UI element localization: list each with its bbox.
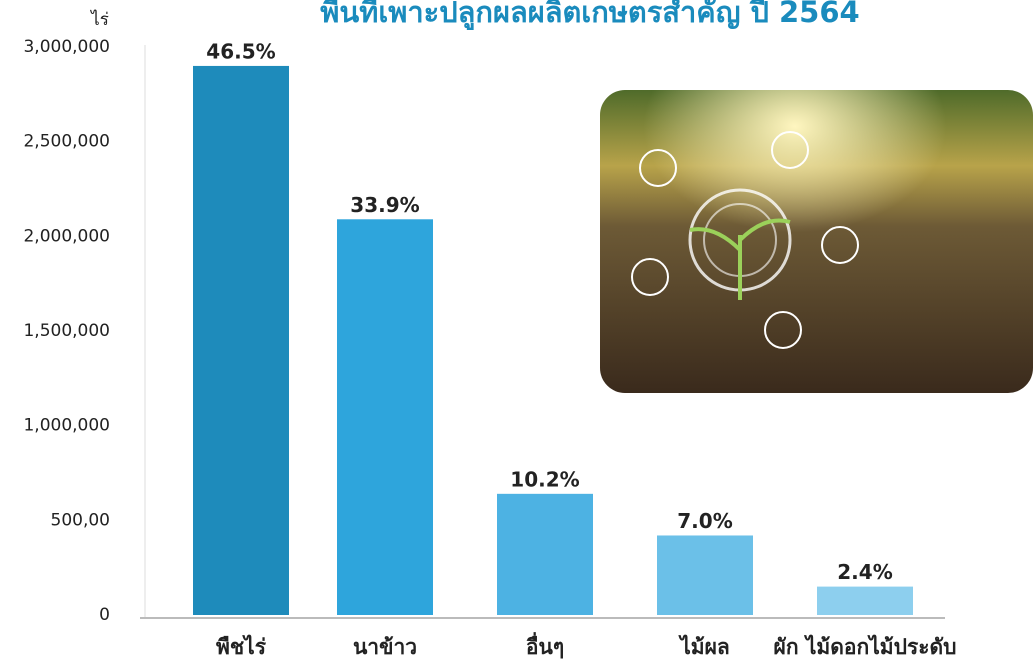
bar [337, 219, 433, 615]
y-tick-label: 500,00 [51, 510, 110, 530]
share-label: 46.5% [206, 39, 275, 63]
y-tick-label: 2,500,000 [23, 132, 110, 152]
y-tick-label: 3,000,000 [23, 37, 110, 57]
y-axis-label: ไร่ [89, 9, 109, 30]
share-label: 33.9% [350, 193, 419, 217]
bar [193, 65, 289, 615]
share-label: 7.0% [677, 509, 732, 533]
share-label: 10.2% [510, 467, 579, 491]
y-tick-label: 0 [99, 605, 110, 625]
y-tick-label: 1,000,000 [23, 416, 110, 436]
chart-title: พื้นที่เพาะปลูกผลผลิตเกษตรสำคัญ ปี 2564 [320, 0, 859, 30]
x-tick-label: นาข้าว [353, 635, 417, 659]
y-tick-label: 1,500,000 [23, 321, 110, 341]
photo [600, 90, 1033, 393]
share-label: 2.4% [837, 560, 892, 584]
bar [497, 493, 593, 615]
x-tick-label: อื่นๆ [526, 631, 564, 659]
x-tick-label: ไม้ผล [678, 634, 730, 659]
y-tick-label: 2,000,000 [23, 226, 110, 246]
x-tick-label: ผัก ไม้ดอกไม้ประดับ [774, 634, 957, 659]
x-tick-label: พืชไร่ [216, 634, 267, 659]
bar [817, 586, 913, 615]
bar [657, 535, 753, 615]
